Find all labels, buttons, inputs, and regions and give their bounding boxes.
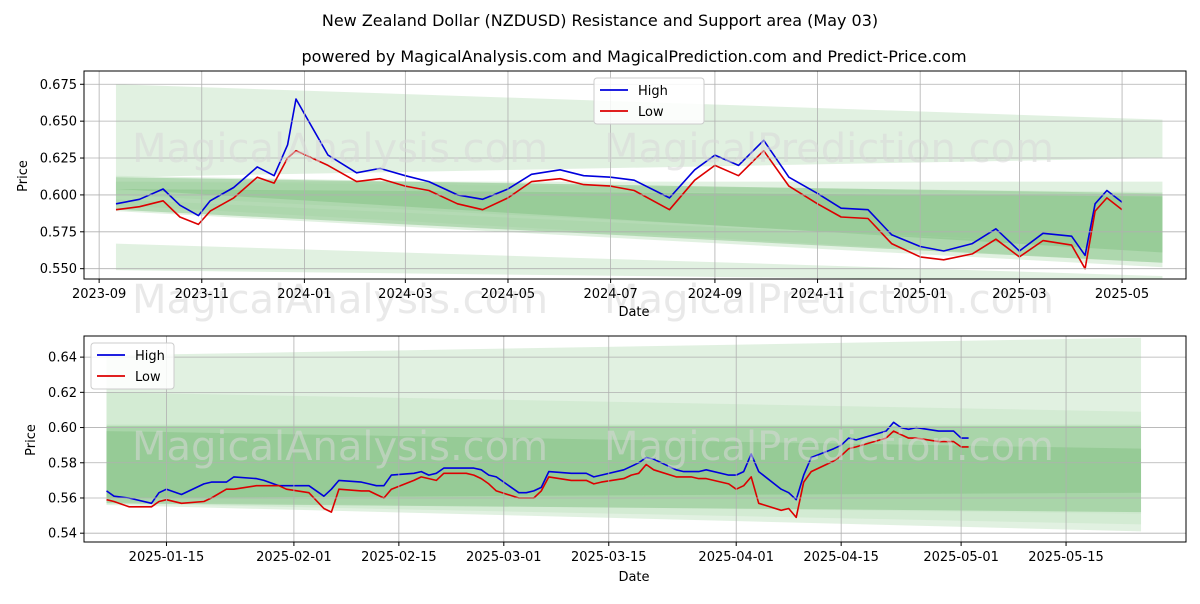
- top-xtick-label-6: 2024-09: [688, 287, 742, 302]
- top-band-dark-0: [115, 177, 1163, 253]
- top-ytick-label-3: 0.625: [40, 152, 77, 167]
- top-ytick-label-1: 0.575: [40, 225, 77, 240]
- bottom-legend-label-high: High: [135, 349, 165, 364]
- top-axes-frame: [83, 70, 1187, 280]
- bottom-xtick-label-6: 2025-04-15: [803, 550, 879, 565]
- top-xtick-label-1: 2023-11: [175, 287, 229, 302]
- top-band-0: [115, 243, 1163, 279]
- bottom-xtick-label-5: 2025-04-01: [698, 550, 774, 565]
- top-legend-label-low: Low: [638, 105, 664, 120]
- top-xtick-label-3: 2024-03: [378, 287, 432, 302]
- bottom-xtick-label-0: 2025-01-15: [129, 550, 205, 565]
- top-xtick-label-4: 2024-05: [481, 287, 535, 302]
- top-watermark-left: MagicalAnalysis.com: [132, 126, 548, 172]
- bottom-axes-frame: [83, 335, 1187, 543]
- bottom-ytick-label-0: 0.54: [48, 527, 77, 542]
- bottom-legend: High Low: [90, 342, 175, 390]
- bottom-plot-area: [106, 337, 1142, 532]
- bottom-xtick-label-3: 2025-03-01: [466, 550, 542, 565]
- bottom-ytick-label-4: 0.62: [48, 386, 77, 401]
- bottom-ytick-label-2: 0.58: [48, 456, 77, 471]
- top-ytick-label-5: 0.675: [40, 78, 77, 93]
- bottom-band-dark-1: [106, 431, 1142, 498]
- bottom-ytick-label-1: 0.56: [48, 491, 77, 506]
- chart-title: New Zealand Dollar (NZDUSD) Resistance a…: [322, 11, 878, 30]
- chart-subtitle: powered by MagicalAnalysis.com and Magic…: [301, 47, 966, 66]
- bottom-xtick-label-4: 2025-03-15: [571, 550, 647, 565]
- top-xtick-label-8: 2025-01: [893, 287, 947, 302]
- bottom-watermark-right: MagicalPrediction.com: [604, 424, 1054, 470]
- top-xtick-label-5: 2024-07: [583, 287, 637, 302]
- top-band-dark-1: [115, 189, 1163, 263]
- top-ytick-label-4: 0.650: [40, 115, 77, 130]
- top-plot-area: [115, 84, 1163, 279]
- top-ytick-label-0: 0.550: [40, 262, 77, 277]
- bottom-plot-ylabel: Price: [24, 424, 39, 456]
- top-plot: MagicalAnalysis.com MagicalPrediction.com…: [40, 70, 1187, 323]
- top-band-1: [115, 84, 1163, 178]
- between-watermark-left: MagicalAnalysis.com: [132, 277, 548, 323]
- bottom-series-high-line: [106, 421, 969, 505]
- between-watermark-right: MagicalPrediction.com: [604, 277, 1054, 323]
- top-watermark-right: MagicalPrediction.com: [604, 126, 1054, 172]
- top-band-5: [115, 181, 1163, 263]
- top-xtick-label-10: 2025-05: [1095, 287, 1149, 302]
- top-xtick-label-2: 2024-01: [277, 287, 331, 302]
- top-xtick-label-0: 2023-09: [72, 287, 126, 302]
- top-plot-xlabel: Date: [618, 305, 649, 320]
- top-ytick-label-2: 0.600: [40, 188, 77, 203]
- top-legend-label-high: High: [638, 84, 668, 99]
- top-xtick-label-9: 2025-03: [992, 287, 1046, 302]
- bottom-xtick-label-7: 2025-05-01: [923, 550, 999, 565]
- bottom-ytick-label-3: 0.60: [48, 421, 77, 436]
- bottom-legend-label-low: Low: [135, 370, 161, 385]
- bottom-xtick-label-8: 2025-05-15: [1028, 550, 1104, 565]
- bottom-watermark-left: MagicalAnalysis.com: [132, 424, 548, 470]
- top-plot-ylabel: Price: [16, 160, 31, 192]
- top-legend: High Low: [593, 77, 705, 125]
- bottom-plot-xlabel: Date: [618, 570, 649, 585]
- bottom-xtick-label-2: 2025-02-15: [361, 550, 437, 565]
- top-xtick-label-7: 2024-11: [790, 287, 844, 302]
- bottom-xtick-label-1: 2025-02-01: [256, 550, 332, 565]
- bottom-series-low-line: [106, 430, 969, 519]
- bottom-plot: MagicalAnalysis.com MagicalPrediction.com…: [48, 335, 1187, 565]
- bottom-ytick-label-5: 0.64: [48, 351, 77, 366]
